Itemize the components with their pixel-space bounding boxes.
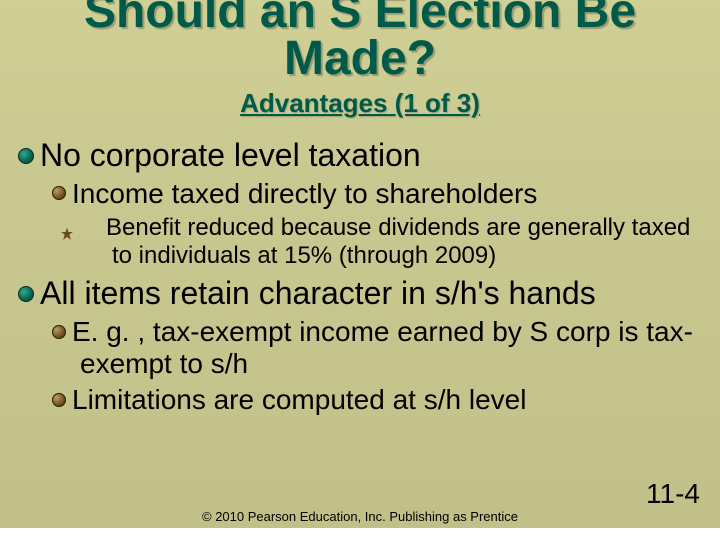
bullet-level2: E. g. , tax-exempt income earned by S co… [18,316,702,380]
bullet-level2: Limitations are computed at s/h level [18,384,702,416]
bullet-text: Limitations are computed at s/h level [72,384,526,415]
bullet-dot-icon [18,148,34,164]
star-icon [86,220,100,234]
bullet-text: E. g. , tax-exempt income earned by S co… [72,316,693,379]
bullet-level1: No corporate level taxation [18,137,702,174]
bullet-level2: Income taxed directly to shareholders [18,178,702,210]
slide-subtitle: Advantages (1 of 3) [18,88,702,119]
bullet-text: Income taxed directly to shareholders [72,178,537,209]
slide: Should an S Election Be Made? Advantages… [0,0,720,528]
bullet-text: No corporate level taxation [40,137,421,173]
bullet-level3: Benefit reduced because dividends are ge… [18,214,702,269]
bullet-text: All items retain character in s/h's hand… [40,275,596,311]
bullet-dot-icon [18,286,34,302]
burst-icon [52,186,66,200]
slide-title: Should an S Election Be Made? [18,0,702,82]
burst-icon [52,325,66,339]
slide-body: No corporate level taxation Income taxed… [18,137,702,417]
burst-icon [52,393,66,407]
page-number: 11-4 [646,478,700,510]
bullet-text: Benefit reduced because dividends are ge… [106,214,690,269]
copyright-footer: © 2010 Pearson Education, Inc. Publishin… [0,509,720,524]
bullet-level1: All items retain character in s/h's hand… [18,275,702,312]
